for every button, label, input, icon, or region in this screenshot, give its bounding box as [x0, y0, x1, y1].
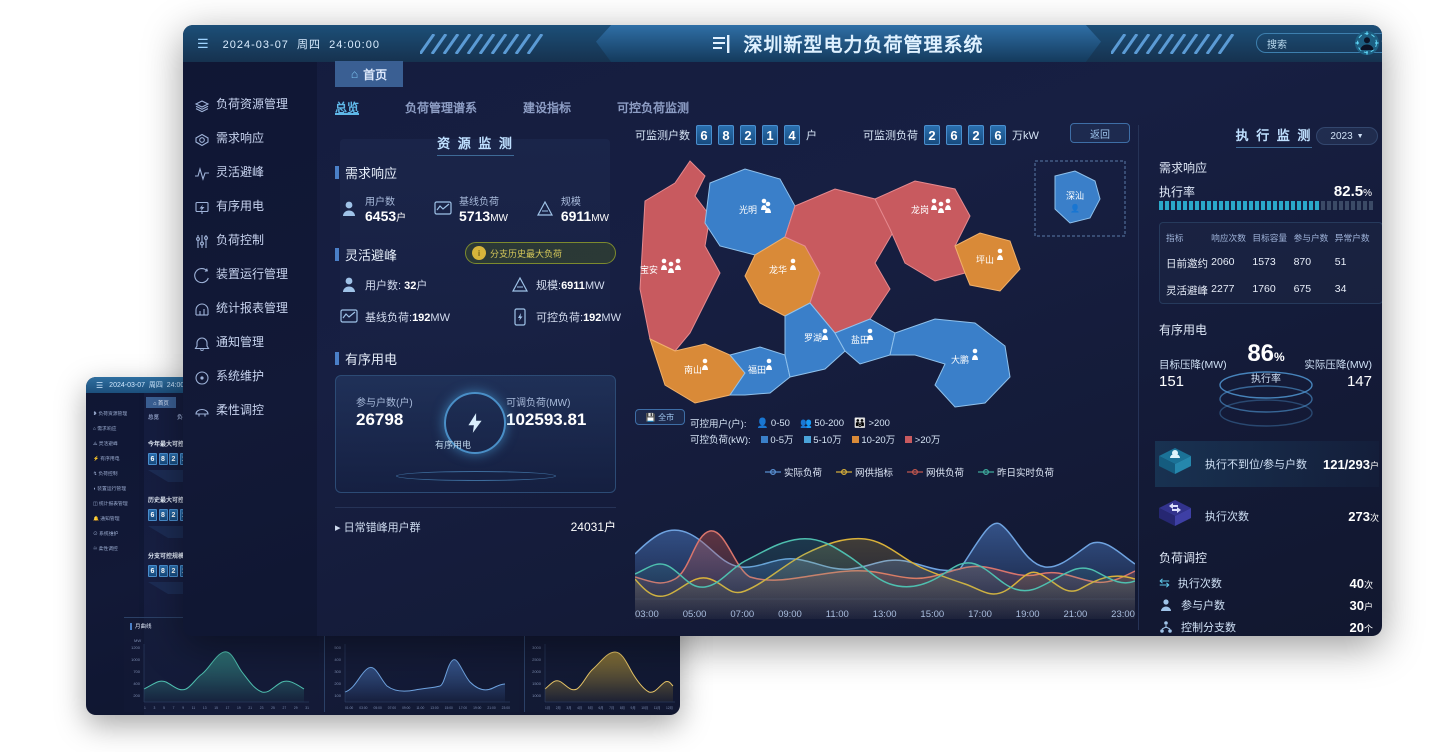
svg-text:2000: 2000 [532, 669, 542, 674]
svg-text:系统维护: 系统维护 [216, 369, 264, 383]
svg-text:200: 200 [133, 693, 140, 698]
svg-text:罗湖: 罗湖 [804, 333, 822, 343]
svg-text:👤: 👤 [1070, 203, 1080, 213]
svg-text:1000: 1000 [532, 693, 542, 698]
svg-text:400: 400 [133, 681, 140, 686]
svg-text:柔性调控: 柔性调控 [216, 403, 264, 417]
svg-text:有序用电: 有序用电 [216, 198, 264, 213]
svg-text:1500: 1500 [532, 681, 542, 686]
svg-text:500: 500 [334, 645, 341, 650]
svg-text:盐田: 盐田 [851, 334, 869, 345]
svg-text:大鹏: 大鹏 [951, 354, 969, 365]
svg-text:负荷资源管理: 负荷资源管理 [216, 96, 288, 111]
svg-text:3000: 3000 [532, 645, 542, 650]
svg-text:300: 300 [334, 669, 341, 674]
svg-text:1200: 1200 [131, 645, 141, 650]
svg-text:福田: 福田 [748, 364, 766, 375]
svg-text:200: 200 [334, 681, 341, 686]
svg-text:龙岗: 龙岗 [911, 204, 929, 215]
svg-text:灵活避峰: 灵活避峰 [216, 165, 264, 179]
svg-text:南山: 南山 [684, 364, 702, 375]
svg-text:1000: 1000 [131, 657, 141, 662]
svg-text:装置运行管理: 装置运行管理 [216, 266, 288, 281]
svg-text:700: 700 [133, 669, 140, 674]
svg-text:2500: 2500 [532, 657, 542, 662]
svg-text:需求响应: 需求响应 [216, 130, 264, 145]
svg-text:MW: MW [134, 638, 141, 643]
svg-text:宝安: 宝安 [640, 264, 658, 275]
svg-text:龙华: 龙华 [769, 264, 787, 275]
svg-text:100: 100 [334, 693, 341, 698]
svg-text:坪山: 坪山 [976, 255, 994, 265]
svg-text:深汕: 深汕 [1066, 191, 1084, 201]
svg-text:负荷控制: 负荷控制 [216, 233, 264, 247]
svg-text:统计报表管理: 统计报表管理 [216, 300, 288, 315]
svg-text:400: 400 [334, 657, 341, 662]
svg-text:通知管理: 通知管理 [216, 334, 264, 349]
svg-text:光明: 光明 [739, 204, 757, 215]
